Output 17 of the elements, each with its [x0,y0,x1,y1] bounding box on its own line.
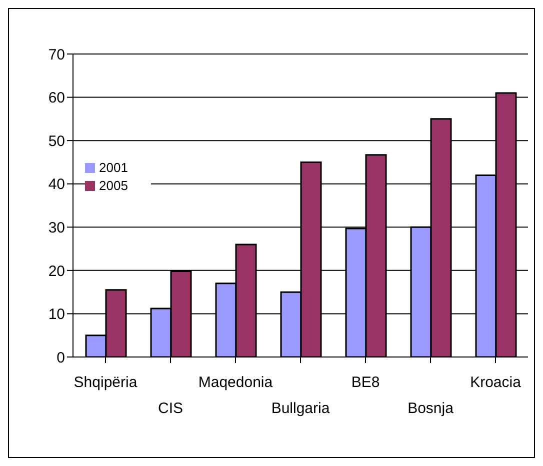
x-tick-label: Shqipëria [74,374,138,391]
x-tick-label: CIS [158,400,184,417]
y-tick-label: 70 [48,46,65,64]
y-tick-label: 50 [48,132,65,150]
y-tick-label: 60 [48,90,65,107]
y-tick-label: 0 [56,349,65,366]
x-tick-label: Bullgaria [271,400,330,417]
y-tick-label: 40 [48,176,65,194]
legend-label: 2005 [99,178,128,193]
x-tick-label: Kroacia [470,374,522,391]
y-tick-label: 30 [48,219,65,236]
y-tick-label: 20 [48,262,65,280]
x-tick-label: BE8 [351,374,380,391]
x-tick-label: Bosnja [408,400,454,417]
y-tick-label: 10 [48,306,65,324]
x-tick-label: Maqedonia [198,374,274,391]
legend-label: 2001 [99,160,128,175]
